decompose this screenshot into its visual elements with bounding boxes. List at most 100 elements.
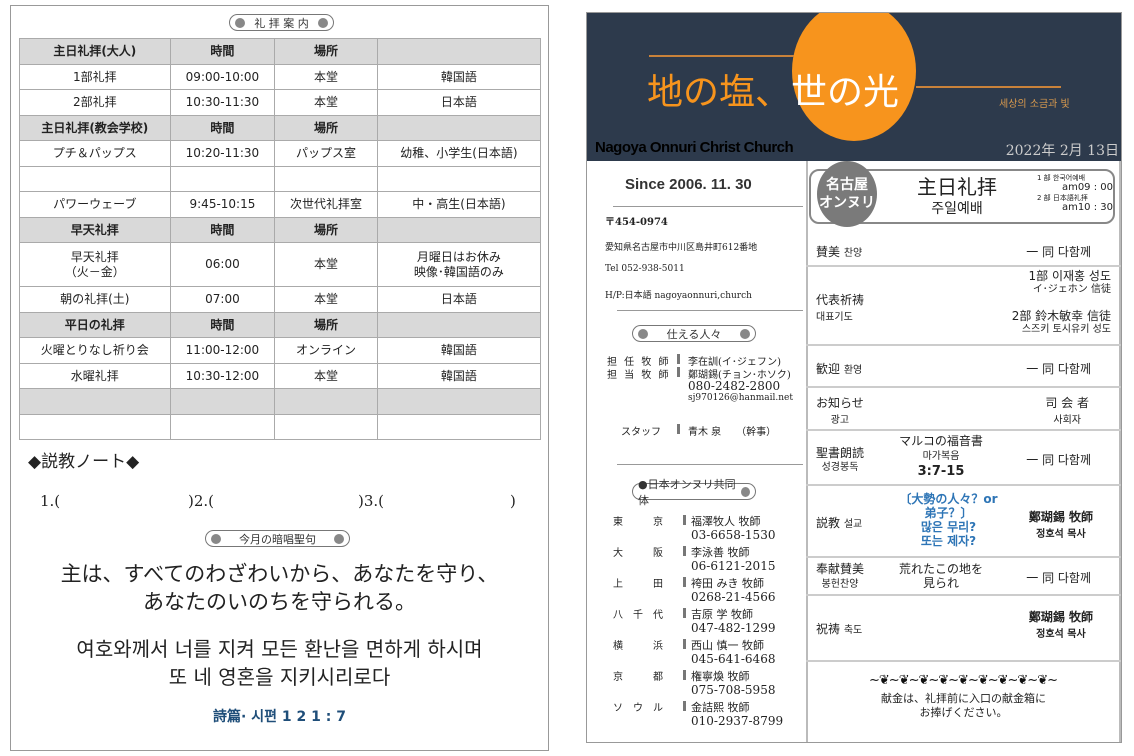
table-row: [19, 413, 542, 440]
preacher: 鄭瑚錫 牧師 정호석 목사: [1028, 510, 1093, 540]
dot-icon: [334, 533, 344, 544]
offering-song: 荒れたこの地を 見られ: [891, 562, 991, 590]
table-cell: 中・高生(日本語): [376, 191, 542, 218]
divider: [613, 206, 803, 207]
table-header-row: 平日の礼拝 時間 場所: [19, 311, 542, 338]
note-blank-1[interactable]: 1.(: [40, 492, 61, 510]
community-pastor: 福澤牧人 牧師: [691, 515, 761, 528]
community-pastor: 袴田 みき 牧師: [691, 577, 764, 590]
table-cell: パワーウェーブ: [19, 191, 171, 218]
table-cell: 2部礼拝: [19, 89, 171, 116]
offering-note-line: 献金は、礼拝前に入口の献金箱に: [881, 692, 1046, 705]
left-page: [10, 5, 549, 751]
sermon-title-line: 〔大勢の人々？or: [899, 492, 998, 506]
scripture-verse: 3:7-15: [917, 464, 965, 479]
verse-ja-line: あなたのいのちを守られる。: [143, 590, 416, 614]
badge-line: 名古屋: [826, 177, 868, 193]
note-blank-3[interactable]: )3.(: [358, 492, 385, 510]
table-cell: [376, 311, 542, 338]
table-cell: [169, 388, 276, 415]
homepage[interactable]: H/P:日本語 nagoyaonnuri,church: [605, 291, 752, 301]
benediction-leader: 鄭瑚錫 牧師 정호석 목사: [1028, 610, 1093, 640]
servant-role: スタッフ: [621, 427, 661, 438]
table-row: 1部礼拝 09:00-10:00 本堂 韓国語: [19, 63, 542, 90]
community-phone: 047-482-1299: [691, 621, 776, 635]
table-header-row: 主日礼拝(大人) 時間 場所: [19, 38, 542, 65]
title-part3: 光: [863, 72, 900, 113]
community-city: 横 浜: [613, 641, 663, 652]
order-benediction: 祝祷 축도 鄭瑚錫 牧師 정호석 목사: [806, 596, 1121, 662]
table-cell: 朝の礼拝(土): [19, 286, 171, 313]
news-label: お知らせ 광고: [816, 396, 864, 426]
verse-japanese: 主は、すべてのわざわいから、あなたを守り、 あなたのいのちを守られる。: [10, 560, 549, 616]
table-cell: 場所: [274, 114, 378, 141]
bulletin-date: 2022年 2月 13日: [1005, 143, 1119, 159]
table-cell: 主日礼拝(大人): [19, 38, 171, 65]
table-cell: [376, 216, 542, 243]
bar-marker: [677, 424, 680, 434]
offering-label: 奉献賛美 봉헌찬양: [816, 562, 865, 590]
sun-circle: [792, 13, 916, 141]
note-blanks: 1.( )2.( )3.( ): [40, 492, 520, 514]
table-cell: 本堂: [274, 63, 378, 90]
sermon-note-title: ◆説教ノート◆: [28, 452, 140, 472]
column-divider: [1119, 161, 1121, 742]
divider: [617, 310, 803, 311]
table-header-row: 主日礼拝(教会学校) 時間 場所: [19, 114, 542, 141]
church-name: Nagoya Onnuri Christ Church: [595, 139, 794, 156]
table-row: 水曜礼拝 10:30-12:00 本堂 韓国語: [19, 362, 542, 389]
bar-marker: [683, 577, 686, 587]
table-cell: 幼稚、小学生(日本語): [376, 140, 542, 167]
dot-icon: [211, 533, 221, 544]
sermon-title-line: 많은 무리?: [920, 520, 977, 534]
praise-leader: 一 同 다함께: [1026, 245, 1091, 259]
order-praise: 賛美 찬양 一 同 다함께: [806, 229, 1121, 267]
service-title: 主日礼拝 주일예배: [907, 176, 1007, 218]
table-cell: 本堂: [274, 362, 378, 389]
order-offering: 奉献賛美 봉헌찬양 荒れたこの地を 見られ 一 同 다함께: [806, 558, 1121, 596]
praise-label: 賛美 찬양: [816, 245, 863, 259]
offering-note-line: お捧げください。: [919, 706, 1008, 719]
dot-icon: [739, 328, 750, 339]
table-cell: 本堂: [274, 242, 378, 287]
table-cell: 本堂: [274, 89, 378, 116]
table-cell: 平日の礼拝: [19, 311, 171, 338]
table-header-row: 早天礼拝 時間 場所: [19, 216, 542, 243]
order-prayer: 代表祈祷 대표기도 1部 이재홍 성도 イ･ジェホン 信徒 2部 鈴木敏幸 信徒 …: [806, 267, 1121, 346]
prayer-label: 代表祈祷 대표기도: [816, 293, 865, 323]
banner-title: 地の塩、世の光: [647, 73, 899, 113]
book-ko: 마가복음: [922, 451, 960, 462]
community-pastor: 吉原 学 牧師: [691, 608, 753, 621]
community-title: ●日本オンヌリ共同体: [638, 477, 736, 507]
community-pastor: 権寧煥 牧師: [691, 670, 750, 683]
table-cell: 早天礼拝 （火－金）: [19, 242, 171, 287]
bar-marker: [683, 608, 686, 618]
guide-title: 礼 拝 案 内: [254, 16, 309, 30]
part1-label: 1 部 한국어예배: [1037, 174, 1086, 182]
table-row: 朝の礼拝(土) 07:00 本堂 日本語: [19, 286, 542, 313]
table-cell: 9:45-10:15: [169, 191, 276, 218]
dot-icon: [235, 17, 245, 28]
table-cell: [19, 165, 171, 192]
reading-label: 聖書朗読 성경봉독: [816, 446, 865, 474]
address: 愛知県名古屋市中川区島井町612番地: [605, 243, 758, 253]
bar-marker: [683, 670, 686, 680]
table-row: 火曜とりなし祈り会 11:00-12:00 オンライン 韓国語: [19, 337, 542, 364]
postal-code: 〒454-0974: [605, 217, 668, 228]
church-badge: 名古屋 オンヌリ: [817, 161, 877, 227]
dot-icon: [638, 328, 648, 339]
community-phone: 06-6121-2015: [691, 559, 776, 573]
table-cell: オンライン: [274, 337, 378, 364]
memory-verse-title: 今月の暗唱聖句: [239, 532, 316, 546]
bar-marker: [683, 546, 686, 556]
news-leader: 司 会 者 사회자: [1045, 396, 1089, 426]
table-cell: [376, 38, 542, 65]
song-line: 荒れたこの地を: [898, 562, 983, 576]
benediction-label: 祝祷 축도: [816, 622, 863, 636]
community-city: 京 都: [613, 672, 663, 683]
part1-time: am09 : 00: [1061, 182, 1113, 193]
servant-role: 担 任 牧 師: [607, 357, 671, 368]
note-blank-2[interactable]: )2.(: [188, 492, 215, 510]
order-welcome: 歓迎 환영 一 同 다함께: [806, 346, 1121, 388]
table-cell: [376, 114, 542, 141]
